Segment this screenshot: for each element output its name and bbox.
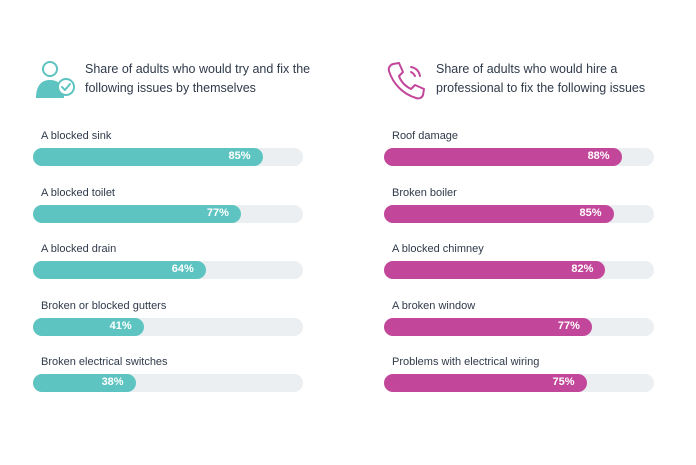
bar-track: 85% bbox=[33, 148, 303, 166]
bar-row: Broken electrical switches 38% bbox=[33, 356, 303, 400]
bar: 41% bbox=[33, 317, 144, 336]
bar-row: A blocked chimney 82% bbox=[384, 243, 654, 287]
bar-row: A blocked sink 85% bbox=[33, 130, 303, 174]
bar-track: 88% bbox=[384, 148, 654, 166]
bar: 75% bbox=[384, 374, 587, 392]
bar-row: Roof damage 88% bbox=[384, 130, 654, 174]
bar-value-label: 64% bbox=[171, 263, 194, 275]
professional-chart-title: Share of adults who would hire a profess… bbox=[436, 62, 646, 95]
bar-track: 77% bbox=[384, 317, 654, 336]
bar: 38% bbox=[33, 374, 136, 392]
bar-value-label: 85% bbox=[579, 206, 602, 219]
diy-header: Share of adults who would try and fix th… bbox=[33, 58, 310, 102]
bar-track: 77% bbox=[33, 204, 303, 223]
bar-label: Broken electrical switches bbox=[41, 356, 168, 368]
bar-value-label: 88% bbox=[587, 150, 610, 162]
bar-track: 38% bbox=[33, 374, 303, 392]
bar-track: 64% bbox=[33, 261, 303, 279]
bar: 88% bbox=[384, 148, 622, 166]
diy-panel: Share of adults who would try and fix th… bbox=[33, 58, 310, 392]
bar: 64% bbox=[33, 261, 206, 279]
bar-row: Broken or blocked gutters 41% bbox=[33, 300, 303, 344]
bar-row: Broken boiler 85% bbox=[384, 187, 654, 231]
bar-row: A broken window 77% bbox=[384, 300, 654, 344]
bar-label: A blocked chimney bbox=[392, 243, 484, 255]
person-check-icon bbox=[36, 61, 75, 98]
bar-label: Problems with electrical wiring bbox=[392, 356, 540, 368]
bar-value-label: 77% bbox=[557, 319, 580, 332]
phone-icon bbox=[387, 62, 425, 100]
bar-value-label: 77% bbox=[206, 206, 229, 219]
bar: 85% bbox=[33, 148, 263, 166]
bar: 85% bbox=[384, 204, 614, 223]
bar-track: 85% bbox=[384, 204, 654, 223]
bar-row: Problems with electrical wiring 75% bbox=[384, 356, 654, 400]
diy-chart-title: Share of adults who would try and fix th… bbox=[85, 62, 311, 95]
professional-panel: Share of adults who would hire a profess… bbox=[384, 58, 654, 392]
bar-label: Roof damage bbox=[392, 130, 459, 142]
bar-value-label: 85% bbox=[228, 150, 251, 162]
bar-row: A blocked toilet 77% bbox=[33, 187, 303, 231]
bar-value-label: 38% bbox=[101, 376, 124, 388]
bar: 77% bbox=[33, 204, 241, 223]
bar-value-label: 82% bbox=[571, 263, 594, 275]
bar-value-label: 41% bbox=[109, 319, 132, 332]
bar-track: 41% bbox=[33, 317, 303, 336]
bar-label: Broken or blocked gutters bbox=[41, 299, 167, 312]
bar-row: A blocked drain 64% bbox=[33, 243, 303, 287]
bar: 77% bbox=[384, 317, 592, 336]
bar: 82% bbox=[384, 261, 606, 279]
bar-track: 75% bbox=[384, 374, 654, 392]
bar-value-label: 75% bbox=[552, 376, 575, 388]
bar-label: Broken boiler bbox=[392, 186, 457, 199]
bar-label: A blocked toilet bbox=[41, 186, 115, 199]
professional-header: Share of adults who would hire a profess… bbox=[384, 58, 654, 102]
bar-label: A blocked sink bbox=[41, 130, 112, 142]
bar-track: 82% bbox=[384, 261, 654, 279]
bar-label: A blocked drain bbox=[41, 243, 117, 255]
bar-label: A broken window bbox=[392, 299, 476, 312]
